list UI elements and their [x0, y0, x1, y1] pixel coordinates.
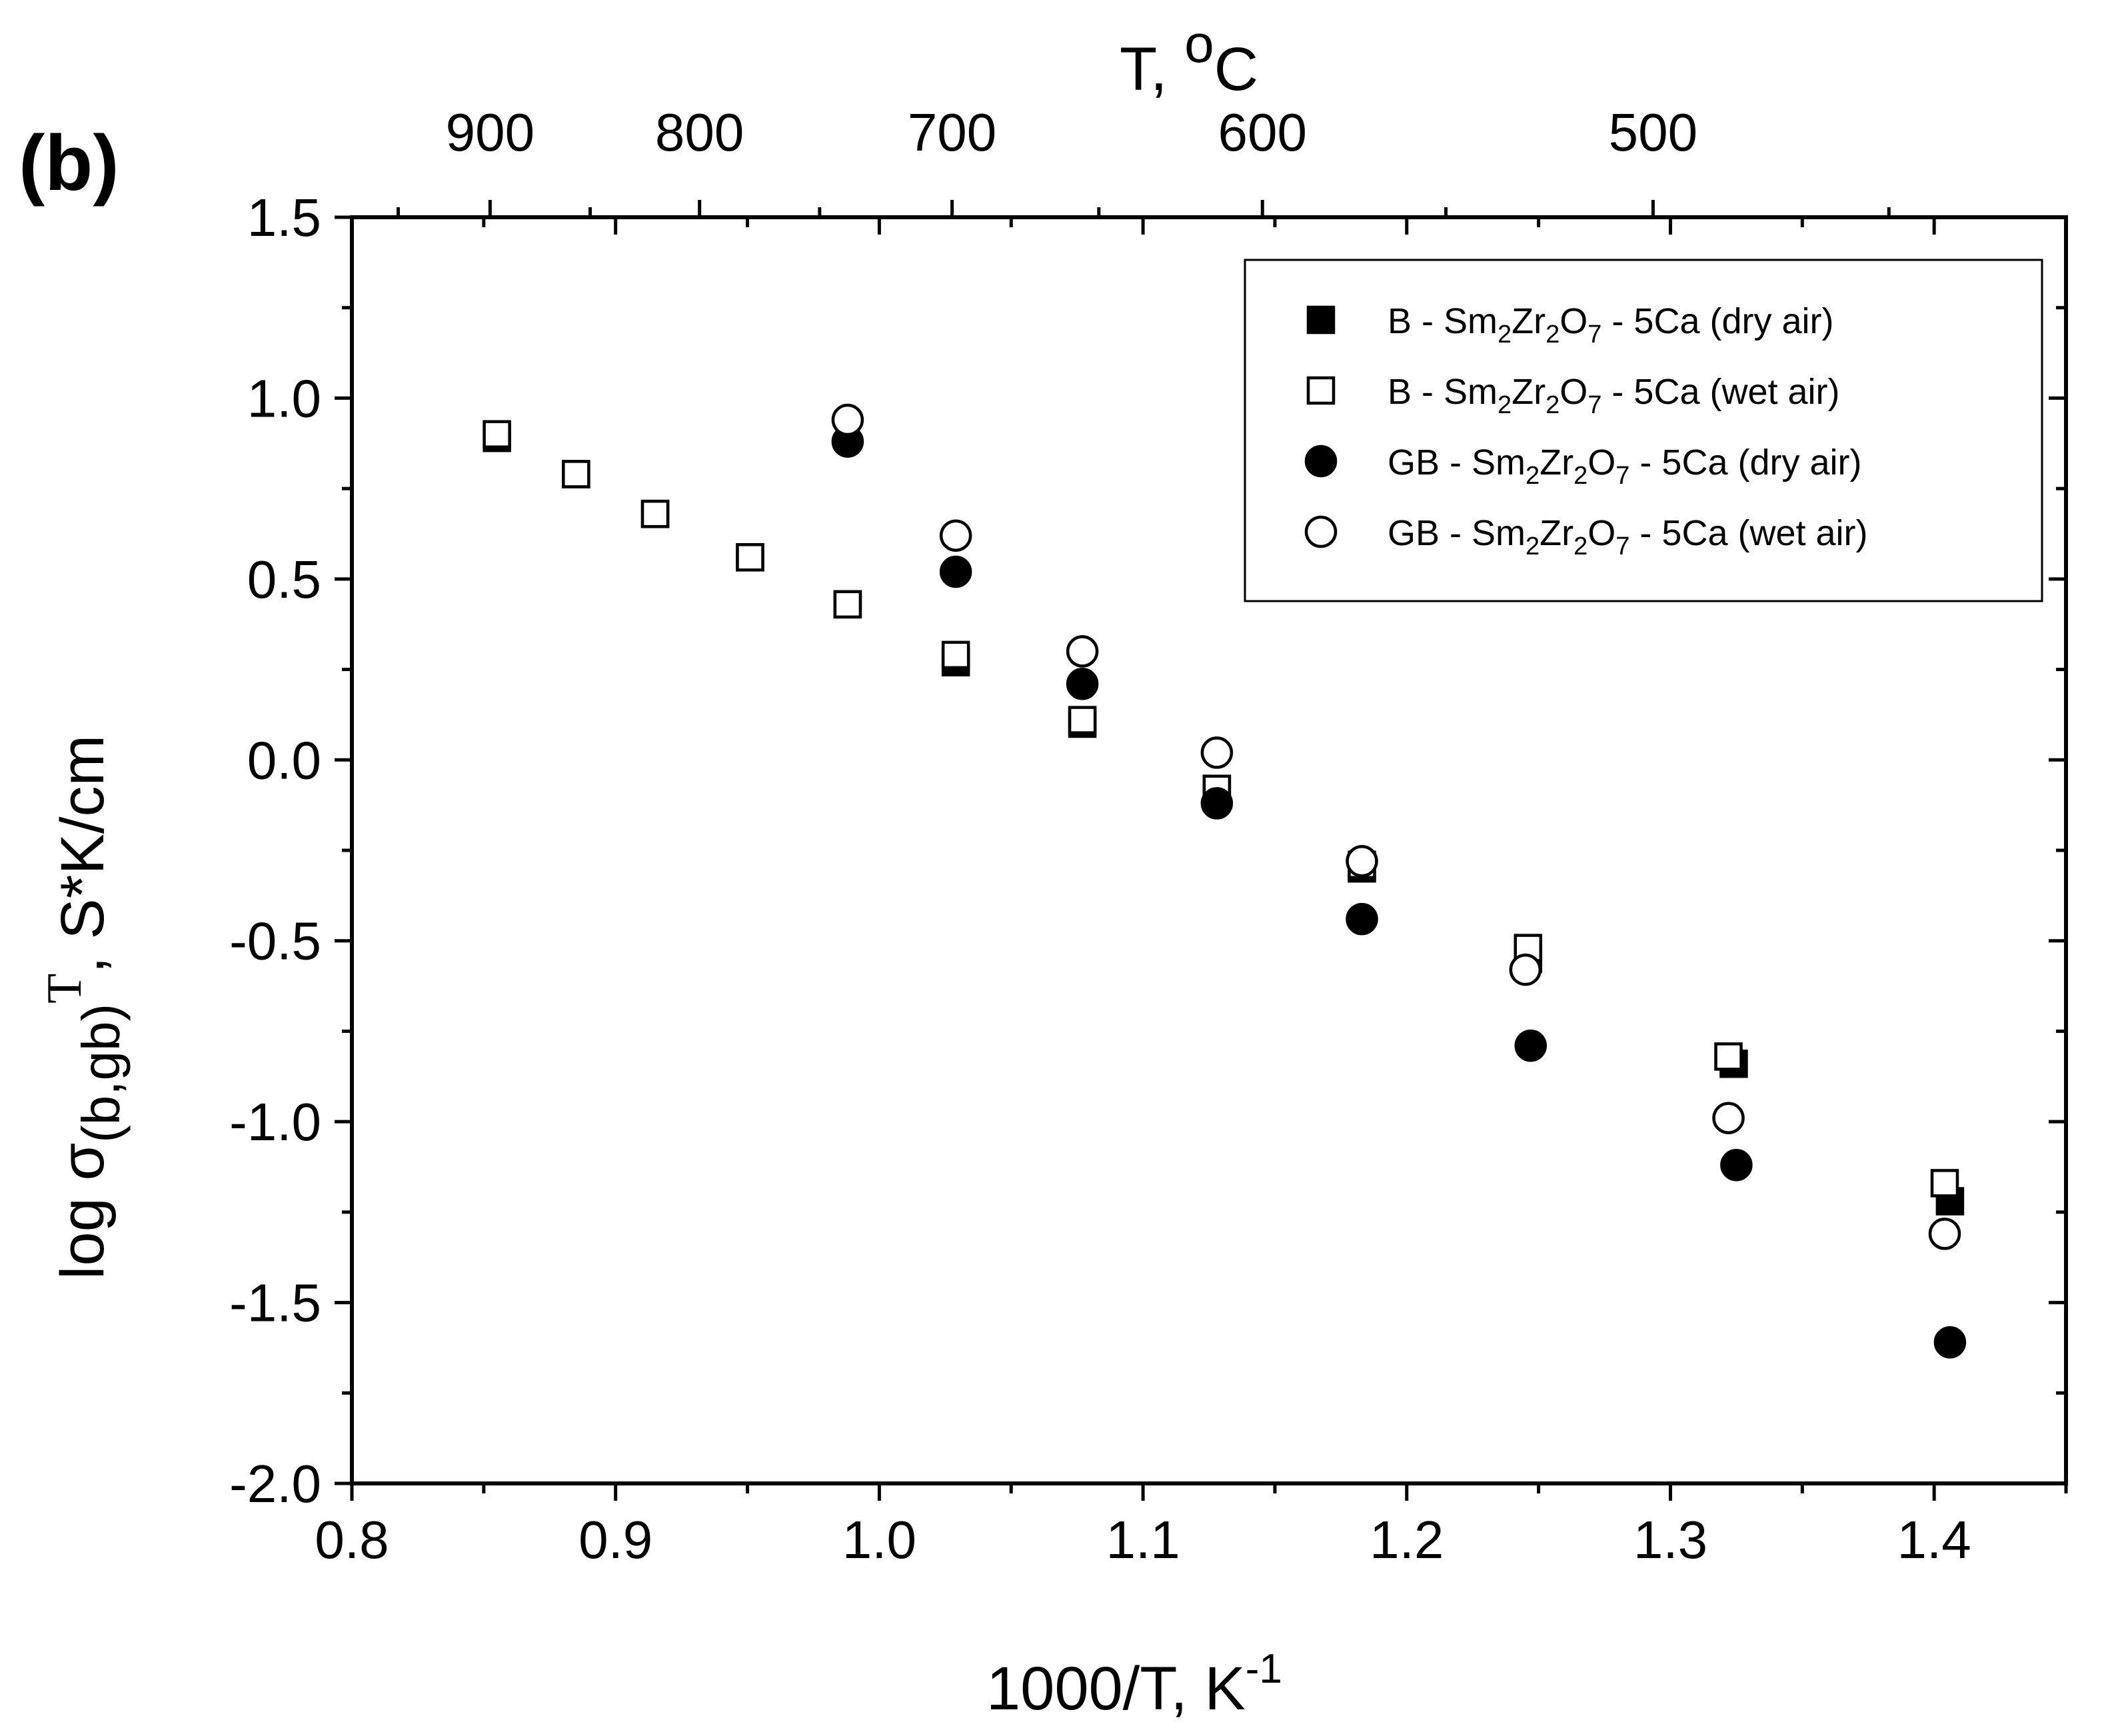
top-tick-label: 900 — [446, 103, 534, 162]
top-tick-label: 800 — [655, 103, 744, 162]
x-tick-label: 1.2 — [1370, 1510, 1444, 1569]
legend-bulk-dry-marker — [1306, 305, 1336, 335]
x-tick-label: 1.0 — [842, 1510, 916, 1569]
grain-boundary-dry-point — [1066, 668, 1099, 700]
top-tick-label: 600 — [1218, 103, 1306, 162]
x-tick-label: 0.9 — [578, 1510, 652, 1569]
top-axis-ticks: 900 800 700 600 500 — [396, 103, 1891, 217]
grain-boundary-dry-point — [1514, 1029, 1547, 1062]
x-axis-ticks: 0.8 0.9 1.0 1.1 1.2 1.3 1.4 — [315, 217, 2068, 1569]
data-markers — [483, 403, 1967, 1359]
legend-grain-boundary-wet-label: GB - Sm2Zr2O7 - 5Ca (wet air) — [1388, 513, 1868, 560]
grain-boundary-wet-point — [1712, 1102, 1745, 1134]
x-tick-label: 1.3 — [1633, 1510, 1707, 1569]
bulk-wet-point — [1930, 1169, 1959, 1198]
legend-bulk-wet-marker — [1306, 376, 1336, 405]
grain-boundary-wet-point — [939, 519, 972, 552]
grain-boundary-wet-point — [1509, 953, 1542, 986]
y-axis-ticks: -2.0 -1.5 -1.0 -0.5 0.0 0.5 1.0 1.5 — [229, 188, 2066, 1513]
grain-boundary-wet-point — [1066, 635, 1099, 668]
grain-boundary-dry-point — [1346, 902, 1378, 936]
y-tick-label: 0.5 — [247, 550, 321, 609]
legend-grain-boundary-dry-marker — [1304, 444, 1338, 478]
y-axis-title: log σ(b,gb)T, S*K/cm — [37, 735, 131, 1280]
x-tick-label: 1.1 — [1106, 1510, 1180, 1569]
bulk-wet-point — [640, 499, 670, 528]
top-axis-title: T, oC — [1120, 14, 1258, 103]
grain-boundary-dry-point — [1720, 1149, 1753, 1182]
grain-boundary-wet-point — [1200, 736, 1234, 769]
x-tick-label: 0.8 — [315, 1510, 389, 1569]
x-axis-title: 1000/T, K-1 — [986, 1646, 1282, 1723]
top-tick-label: 700 — [908, 103, 996, 162]
grain-boundary-dry-point — [939, 555, 972, 588]
legend-bulk-wet-label: B - Sm2Zr2O7 - 5Ca (wet air) — [1388, 372, 1840, 419]
legend-grain-boundary-dry-label: GB - Sm2Zr2O7 - 5Ca (dry air) — [1388, 442, 1861, 490]
legend: B - Sm2Zr2O7 - 5Ca (dry air) B - Sm2Zr2O7… — [1244, 259, 2043, 602]
bulk-wet-point — [1068, 706, 1097, 734]
y-tick-label: -1.0 — [229, 1092, 321, 1152]
grain-boundary-dry-point — [1933, 1326, 1967, 1359]
grain-boundary-dry-point — [1200, 787, 1234, 820]
y-tick-label: 0.0 — [247, 730, 321, 790]
legend-box — [1244, 259, 2043, 602]
legend-bulk-dry-label: B - Sm2Zr2O7 - 5Ca (dry air) — [1388, 301, 1833, 349]
panel-label: (b) — [19, 119, 119, 207]
y-tick-label: 1.5 — [247, 188, 321, 247]
bulk-wet-point — [736, 543, 764, 572]
bulk-wet-point — [562, 460, 590, 488]
grain-boundary-wet-point — [831, 403, 864, 436]
legend-grain-boundary-wet-marker — [1304, 515, 1338, 548]
bulk-wet-point — [941, 640, 970, 670]
grain-boundary-wet-point — [1346, 845, 1378, 878]
bulk-wet-point — [1714, 1042, 1743, 1071]
y-tick-label: -0.5 — [229, 912, 321, 971]
bulk-wet-point — [833, 590, 862, 619]
y-tick-label: -2.0 — [229, 1454, 321, 1513]
x-tick-label: 1.4 — [1897, 1510, 1971, 1569]
grain-boundary-wet-point — [1928, 1218, 1961, 1250]
top-tick-label: 500 — [1609, 103, 1697, 162]
y-tick-label: 1.0 — [247, 369, 321, 428]
y-tick-label: -1.5 — [229, 1274, 321, 1333]
bulk-wet-point — [483, 420, 511, 448]
